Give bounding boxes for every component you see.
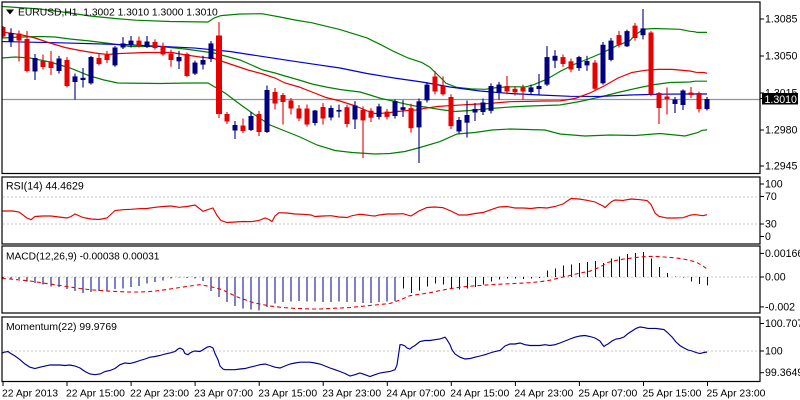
svg-text:1.3010: 1.3010 — [765, 94, 798, 106]
svg-text:0: 0 — [765, 231, 771, 243]
svg-text:-0.002: -0.002 — [765, 301, 795, 313]
svg-text:1.3085: 1.3085 — [765, 14, 798, 26]
svg-text:MACD(12,26,9) -0.00038 0.00031: MACD(12,26,9) -0.00038 0.00031 — [6, 252, 160, 263]
svg-text:1.2945: 1.2945 — [765, 161, 798, 173]
svg-text:24 Apr 07:00: 24 Apr 07:00 — [386, 389, 445, 400]
svg-text:70: 70 — [765, 191, 777, 203]
svg-text:24 Apr 23:00: 24 Apr 23:00 — [514, 389, 573, 400]
svg-text:100: 100 — [765, 179, 783, 191]
svg-text:100.7079: 100.7079 — [765, 318, 800, 330]
svg-text:RSI(14) 44.4629: RSI(14) 44.4629 — [6, 181, 84, 193]
svg-text:22 Apr 15:00: 22 Apr 15:00 — [66, 389, 125, 400]
svg-text:Momentum(22) 99.9769: Momentum(22) 99.9769 — [6, 322, 117, 333]
svg-text:0.00: 0.00 — [765, 272, 786, 284]
svg-text:1.3050: 1.3050 — [765, 51, 798, 63]
svg-text:EURUSD,H1 1.3002 1.3010 1.300: EURUSD,H1 1.3002 1.3010 1.3000 1.3010 — [18, 8, 218, 19]
svg-text:22 Apr 23:00: 22 Apr 23:00 — [130, 389, 189, 400]
svg-text:23 Apr 15:00: 23 Apr 15:00 — [258, 389, 317, 400]
svg-text:25 Apr 07:00: 25 Apr 07:00 — [578, 389, 637, 400]
svg-text:23 Apr 23:00: 23 Apr 23:00 — [322, 389, 381, 400]
svg-text:23 Apr 07:00: 23 Apr 07:00 — [194, 389, 253, 400]
svg-text:24 Apr 15:00: 24 Apr 15:00 — [450, 389, 509, 400]
svg-text:100: 100 — [765, 346, 783, 358]
svg-text:25 Apr 15:00: 25 Apr 15:00 — [643, 389, 702, 400]
svg-text:25 Apr 23:00: 25 Apr 23:00 — [707, 389, 766, 400]
svg-text:30: 30 — [765, 219, 777, 231]
svg-text:99.3649: 99.3649 — [765, 367, 800, 379]
svg-text:0.00166: 0.00166 — [765, 248, 800, 260]
svg-text:1.2980: 1.2980 — [765, 125, 798, 137]
svg-text:22 Apr 2013: 22 Apr 2013 — [2, 389, 58, 400]
